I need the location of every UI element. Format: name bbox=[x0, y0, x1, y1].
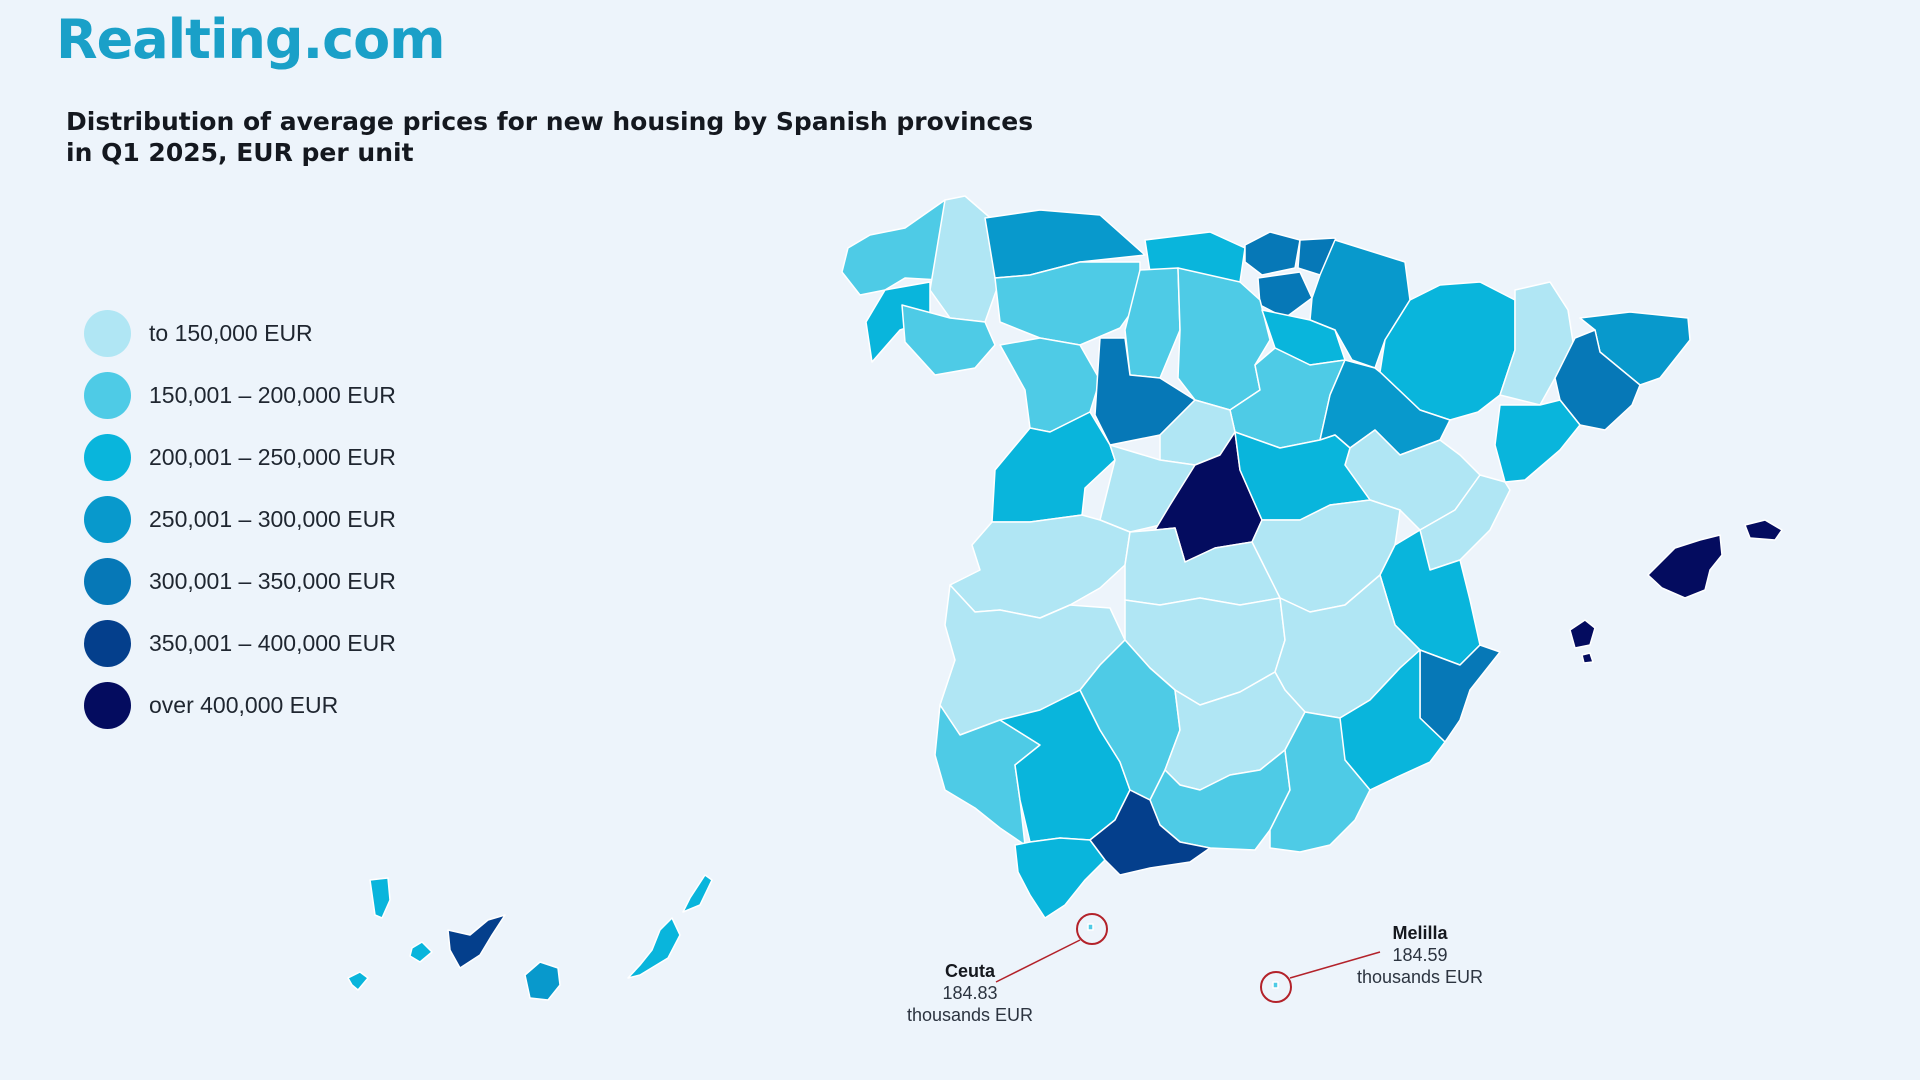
region-la-palma[interactable] bbox=[369, 877, 391, 919]
region-formentera[interactable] bbox=[1581, 652, 1594, 664]
region-huesca[interactable] bbox=[1379, 281, 1516, 421]
map-title: Distribution of average prices for new h… bbox=[66, 107, 1034, 167]
region-caceres[interactable] bbox=[949, 514, 1131, 619]
legend-item-3: 200,001 – 250,000 EUR bbox=[84, 433, 396, 481]
region-melilla[interactable] bbox=[1272, 981, 1279, 989]
region-burgos[interactable] bbox=[1177, 267, 1271, 411]
realting-logo[interactable]: Realting.com bbox=[56, 8, 445, 71]
legend-label-5: 300,001 – 350,000 EUR bbox=[149, 567, 396, 594]
legend-label-4: 250,001 – 300,000 EUR bbox=[149, 505, 396, 532]
region-fuerteventura[interactable] bbox=[627, 917, 681, 979]
region-cadiz[interactable] bbox=[1014, 837, 1106, 919]
region-tenerife[interactable] bbox=[447, 914, 506, 969]
region-almeria[interactable] bbox=[1269, 711, 1371, 853]
legend-label-1: to 150,000 EUR bbox=[149, 319, 313, 346]
region-salamanca[interactable] bbox=[991, 411, 1116, 523]
region-la-gomera[interactable] bbox=[409, 941, 433, 963]
melilla-leader-line bbox=[1289, 951, 1381, 979]
legend-swatch-1 bbox=[84, 309, 131, 357]
region-ourense[interactable] bbox=[901, 304, 996, 376]
melilla-callout: Melilla 184.59 thousands EUR bbox=[1350, 922, 1490, 988]
region-pontevedra[interactable] bbox=[865, 281, 931, 363]
legend-item-6: 350,001 – 400,000 EUR bbox=[84, 619, 396, 667]
melilla-unit: thousands EUR bbox=[1356, 967, 1484, 987]
legend-item-5: 300,001 – 350,000 EUR bbox=[84, 557, 396, 605]
region-bizkaia[interactable] bbox=[1244, 231, 1301, 276]
region-guadalajara[interactable] bbox=[1234, 431, 1371, 521]
region-barcelona[interactable] bbox=[1554, 329, 1641, 431]
price-legend: to 150,000 EUR 150,001 – 200,000 EUR 200… bbox=[84, 309, 396, 744]
region-lugo[interactable] bbox=[929, 195, 1001, 323]
region-a-coruna[interactable] bbox=[841, 199, 946, 296]
region-lanzarote[interactable] bbox=[682, 874, 713, 913]
ceuta-highlight-ring bbox=[1076, 913, 1108, 945]
legend-swatch-4 bbox=[84, 495, 131, 543]
region-ceuta[interactable] bbox=[1087, 923, 1094, 931]
legend-swatch-2 bbox=[84, 371, 131, 419]
ceuta-callout: Ceuta 184.83 thousands EUR bbox=[900, 960, 1040, 1026]
legend-label-2: 150,001 – 200,000 EUR bbox=[149, 381, 396, 408]
region-huelva[interactable] bbox=[934, 704, 1041, 846]
region-navarra[interactable] bbox=[1309, 239, 1411, 369]
legend-label-6: 350,001 – 400,000 EUR bbox=[149, 629, 396, 656]
melilla-value: 184.59 bbox=[1392, 945, 1448, 965]
legend-swatch-5 bbox=[84, 557, 131, 605]
legend-swatch-3 bbox=[84, 433, 131, 481]
ceuta-unit: thousands EUR bbox=[906, 1005, 1034, 1025]
ceuta-value: 184.83 bbox=[942, 983, 998, 1003]
legend-item-2: 150,001 – 200,000 EUR bbox=[84, 371, 396, 419]
region-tarragona[interactable] bbox=[1494, 399, 1581, 483]
legend-item-7: over 400,000 EUR bbox=[84, 681, 396, 729]
region-malaga[interactable] bbox=[1089, 789, 1211, 876]
region-ibiza[interactable] bbox=[1569, 619, 1596, 649]
ceuta-name: Ceuta bbox=[944, 961, 995, 981]
ceuta-leader-line bbox=[995, 939, 1081, 983]
region-gran-canaria[interactable] bbox=[524, 961, 561, 1001]
legend-item-4: 250,001 – 300,000 EUR bbox=[84, 495, 396, 543]
region-mallorca[interactable] bbox=[1647, 534, 1723, 599]
legend-swatch-7 bbox=[84, 681, 131, 729]
legend-item-1: to 150,000 EUR bbox=[84, 309, 396, 357]
legend-swatch-6 bbox=[84, 619, 131, 667]
legend-label-3: 200,001 – 250,000 EUR bbox=[149, 443, 396, 470]
region-menorca[interactable] bbox=[1744, 519, 1783, 541]
legend-label-7: over 400,000 EUR bbox=[149, 691, 339, 718]
melilla-name: Melilla bbox=[1392, 923, 1448, 943]
melilla-highlight-ring bbox=[1260, 971, 1292, 1003]
region-el-hierro[interactable] bbox=[347, 971, 369, 991]
